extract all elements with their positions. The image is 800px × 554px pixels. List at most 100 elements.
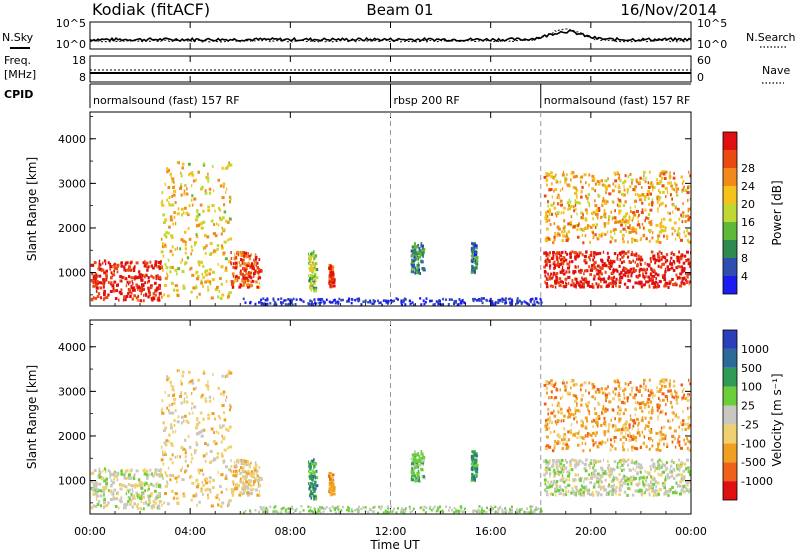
velocity-cell: [644, 416, 647, 420]
velocity-cell: [199, 395, 204, 399]
velocity-cell: [579, 476, 582, 480]
velocity-cell: [227, 372, 230, 376]
velocity-cell: [638, 476, 641, 480]
power-cell: [310, 300, 313, 304]
power-cell: [183, 230, 187, 234]
velocity-cell: [657, 462, 660, 466]
velocity-cell: [659, 410, 663, 414]
power-cell: [633, 253, 636, 257]
power-cell: [311, 254, 314, 258]
power-cell: [329, 264, 332, 268]
velocity-cell: [313, 486, 315, 490]
velocity-cell: [613, 483, 616, 487]
velocity-cell: [284, 508, 287, 511]
velocity-cell: [631, 426, 634, 430]
velocity-cell: [654, 480, 658, 484]
power-cell: [640, 211, 644, 215]
velocity-cell: [218, 497, 221, 501]
power-cell: [658, 250, 661, 254]
velocity-cell: [543, 478, 547, 482]
power-cell: [250, 280, 252, 284]
velocity-cell: [559, 407, 563, 411]
velocity-cell: [232, 473, 235, 477]
power-cell: [400, 300, 403, 304]
power-cell: [158, 292, 161, 296]
power-cell: [372, 302, 375, 305]
velocity-cell: [381, 505, 384, 508]
power-cell: [526, 302, 529, 305]
power-cell: [170, 203, 175, 207]
power-cell: [254, 258, 257, 262]
power-cell: [202, 163, 206, 167]
power-cell: [256, 270, 260, 274]
velocity-cell: [630, 386, 634, 390]
power-cell: [94, 274, 96, 278]
velocity-cell: [596, 445, 600, 449]
velocity-cell: [159, 468, 162, 472]
velocity-cell: [689, 448, 691, 452]
velocity-cell: [242, 470, 246, 474]
velocity-cell: [606, 459, 609, 463]
velocity-cell: [589, 448, 591, 452]
power-cell: [660, 257, 663, 261]
velocity-cell: [673, 461, 676, 465]
velocity-cell: [132, 475, 135, 479]
velocity-cell: [555, 422, 558, 426]
x-tick-label: 20:00: [575, 525, 607, 538]
velocity-cell: [143, 472, 147, 476]
power-cell: [189, 267, 191, 271]
velocity-cell: [666, 397, 669, 401]
velocity-cell: [193, 405, 197, 409]
velocity-cell: [308, 510, 311, 513]
velocity-cell: [553, 430, 556, 434]
power-cell: [130, 284, 133, 288]
velocity-cell: [555, 480, 559, 484]
power-cell: [582, 282, 585, 286]
power-cell: [309, 257, 312, 261]
velocity-cell: [564, 466, 568, 470]
velocity-cell: [555, 484, 558, 488]
power-cell: [654, 280, 658, 284]
velocity-cell: [629, 381, 632, 385]
velocity-cell: [334, 506, 337, 510]
power-cell: [127, 282, 130, 286]
velocity-cell: [587, 434, 589, 438]
power-cell: [544, 263, 548, 267]
velocity-cell: [127, 499, 130, 503]
velocity-cell: [652, 462, 656, 466]
power-cell: [624, 214, 627, 218]
velocity-cell: [518, 510, 521, 514]
velocity-cell: [146, 473, 150, 477]
velocity-cell: [643, 382, 645, 386]
power-cell: [230, 251, 232, 255]
power-cell: [632, 211, 636, 215]
power-cell: [622, 254, 625, 258]
velocity-cell: [594, 390, 597, 394]
velocity-cell: [545, 493, 549, 497]
velocity-cell: [657, 446, 659, 450]
power-cell: [666, 265, 669, 269]
power-cell: [601, 232, 604, 236]
power-cell: [220, 282, 223, 286]
power-cell: [244, 301, 247, 304]
power-cell: [674, 237, 677, 241]
velocity-cell: [632, 475, 635, 479]
power-cell: [256, 285, 258, 289]
velocity-cell: [597, 390, 601, 394]
velocity-cell: [613, 460, 617, 464]
power-cell: [553, 238, 556, 242]
power-cell: [283, 299, 286, 302]
velocity-cell: [674, 491, 678, 495]
velocity-cell: [578, 409, 581, 413]
power-cell: [411, 245, 414, 249]
power-cell: [250, 262, 254, 266]
power-cell: [603, 222, 607, 226]
cpid-segment-label: normalsound (fast) 157 RF: [93, 94, 240, 107]
power-cell: [109, 290, 113, 294]
power-cell: [626, 191, 629, 195]
velocity-cell: [628, 434, 630, 438]
velocity-cell: [605, 395, 608, 399]
velocity-cell: [109, 484, 113, 488]
power-cell: [292, 297, 295, 301]
colorbar-swatch: [723, 186, 737, 204]
